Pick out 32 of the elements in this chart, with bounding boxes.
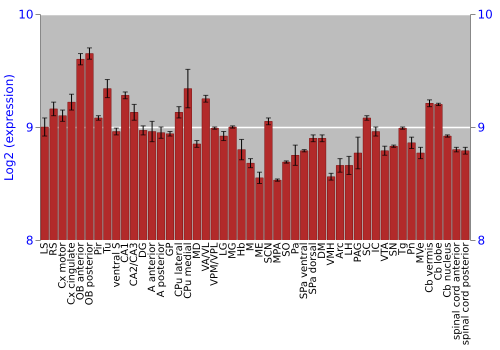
x-tick-label: MPA xyxy=(272,242,284,264)
x-tick-label: spinal cord posterior xyxy=(460,242,472,346)
x-tick-label: DG xyxy=(138,242,150,258)
y-axis-title: Log2 (expression) xyxy=(2,74,16,181)
y-tick-label: 10 xyxy=(18,8,34,22)
x-tick-label: SCN xyxy=(263,242,274,264)
y-tick-label: 8 xyxy=(26,234,34,248)
x-tick-label: A posterior xyxy=(156,242,168,298)
x-tick-label: MD xyxy=(192,242,203,259)
x-tick-label: MVe xyxy=(416,242,427,264)
x-tick-label: SC xyxy=(362,242,373,256)
x-tick-label: PAG xyxy=(352,242,364,262)
x-tick-label: GP xyxy=(164,242,176,256)
x-tick-label: Tg xyxy=(398,242,409,256)
x-tick-label: Tu xyxy=(102,242,114,254)
x-tick-label: IC xyxy=(370,242,382,252)
y2-tick-label: 10 xyxy=(478,8,493,22)
x-tick-label: OB anterior xyxy=(75,242,86,300)
x-tick-label: ME xyxy=(254,242,266,258)
y2-tick-label: 9 xyxy=(478,120,486,134)
x-tick-label: Pir xyxy=(93,242,104,256)
x-tick-label: spinal cord anterior xyxy=(451,242,462,340)
x-tick-label: LH xyxy=(344,242,355,256)
y-tick-label: 9 xyxy=(26,120,34,134)
x-tick-label: Cb nucleus xyxy=(442,242,454,298)
x-tick-label: SO xyxy=(281,242,292,257)
x-tick-label: Cb lobe xyxy=(433,242,444,280)
y2-tick-label: 8 xyxy=(478,234,486,248)
x-tick-label: OB posterior xyxy=(84,242,96,306)
x-tick-label: CPu medial xyxy=(182,242,194,299)
x-tick-label: Pa xyxy=(290,242,302,254)
x-tick-label: RS xyxy=(48,242,60,256)
